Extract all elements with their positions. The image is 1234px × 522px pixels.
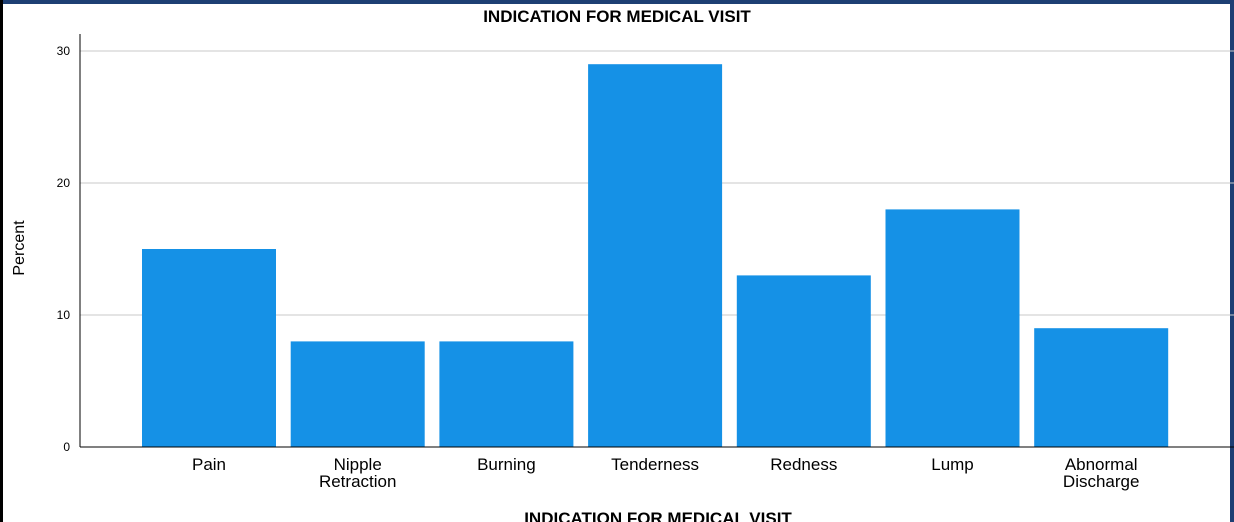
x-tick-label: Retraction — [319, 472, 396, 491]
bar — [142, 249, 276, 447]
y-axis-label: Percent — [11, 220, 28, 276]
x-tick-label: Abnormal — [1065, 455, 1138, 474]
x-tick-label: Tenderness — [611, 455, 699, 474]
bar — [1034, 328, 1169, 447]
x-tick-label: Burning — [477, 455, 536, 474]
frame-top-border — [0, 0, 1234, 4]
x-tick-label: Nipple — [334, 455, 382, 474]
x-tick-label: Pain — [192, 455, 226, 474]
frame-right-border — [1230, 0, 1234, 522]
bar — [885, 209, 1020, 447]
bar — [290, 341, 425, 447]
bar — [439, 341, 574, 447]
y-tick-label: 10 — [57, 308, 71, 322]
x-axis-label: INDICATION FOR MEDICAL VISIT — [524, 509, 792, 522]
frame-left-border — [0, 0, 3, 522]
bars — [142, 64, 1169, 447]
y-tick-labels: 0 10 20 30 — [57, 44, 71, 454]
y-tick-label: 30 — [57, 44, 71, 58]
x-tick-label: Discharge — [1063, 472, 1140, 491]
x-tick-label: Lump — [931, 455, 974, 474]
x-tick-label: Redness — [770, 455, 837, 474]
y-tick-label: 20 — [57, 176, 71, 190]
y-tick-label: 0 — [63, 440, 70, 454]
bar — [588, 64, 723, 447]
chart-title: INDICATION FOR MEDICAL VISIT — [483, 7, 751, 26]
bar — [736, 275, 871, 447]
